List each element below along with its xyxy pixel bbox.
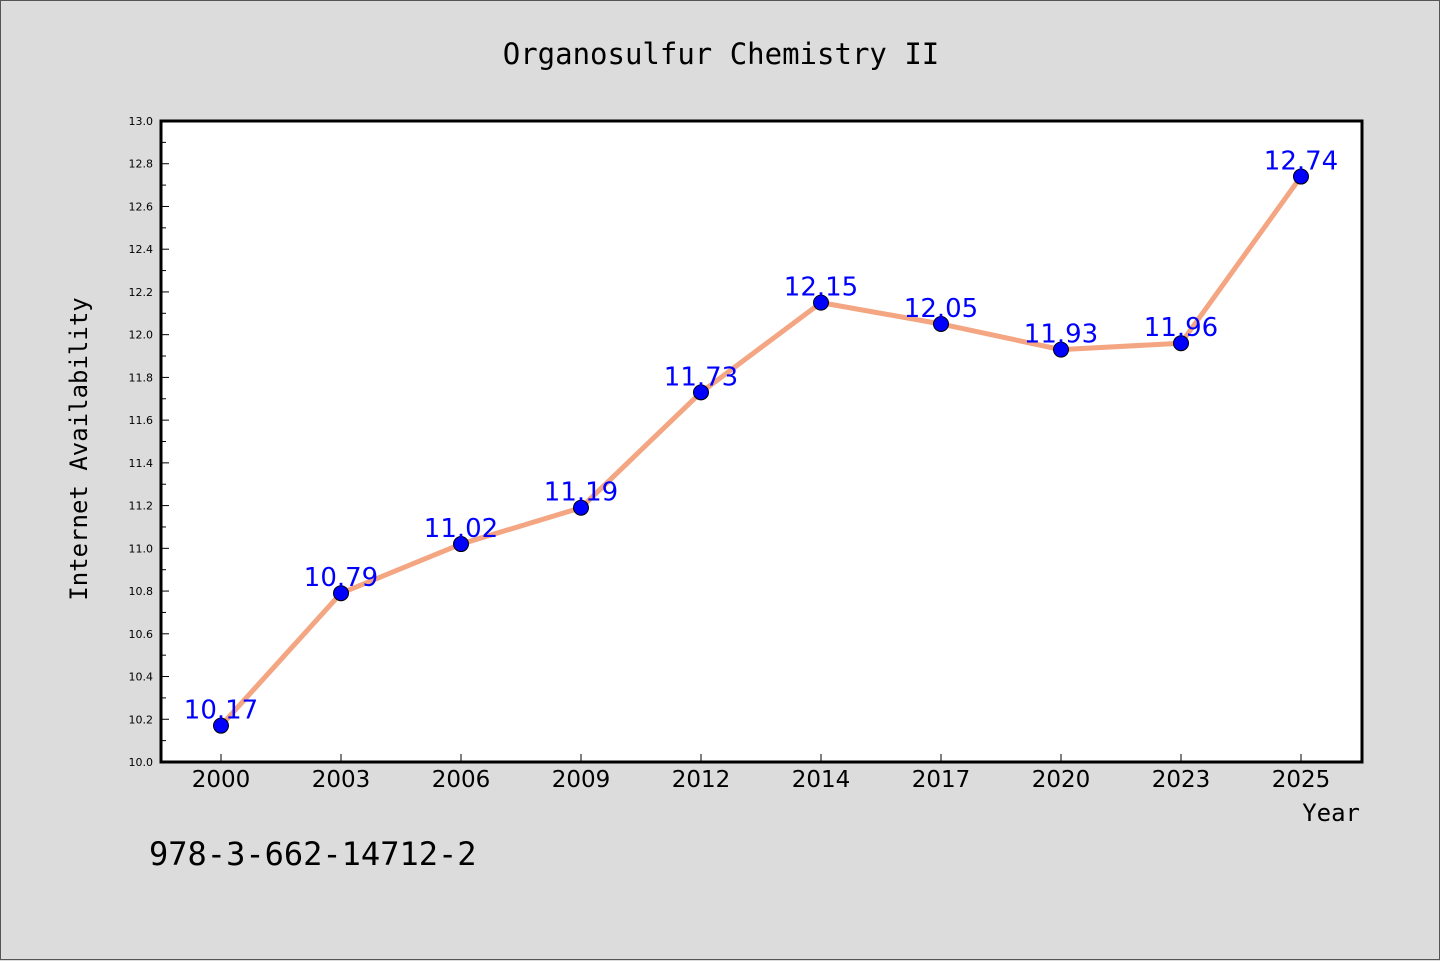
y-tick-label: 12.2 bbox=[129, 286, 154, 299]
y-tick-label: 10.8 bbox=[129, 585, 154, 598]
x-tick-label: 2023 bbox=[1152, 767, 1211, 793]
data-label: 11.96 bbox=[1144, 313, 1218, 343]
y-tick-label: 12.4 bbox=[129, 243, 154, 256]
data-label: 12.15 bbox=[784, 273, 858, 303]
data-point bbox=[333, 585, 349, 602]
data-point bbox=[1053, 341, 1069, 358]
y-tick-label: 11.4 bbox=[129, 457, 154, 470]
x-tick-label: 2025 bbox=[1272, 767, 1331, 793]
y-tick-label: 11.8 bbox=[129, 371, 154, 384]
y-tick-label: 11.2 bbox=[129, 500, 154, 513]
data-point bbox=[453, 536, 469, 553]
data-point bbox=[213, 717, 229, 734]
data-point bbox=[1173, 335, 1189, 352]
data-labels: 10.17 10.79 11.02 11.19 11.73 12.15 12.05 11.93… bbox=[184, 147, 1338, 726]
y-tick-label: 11.0 bbox=[129, 542, 154, 555]
data-label: 12.05 bbox=[904, 294, 978, 324]
data-point bbox=[1293, 168, 1309, 185]
data-label: 10.79 bbox=[304, 563, 378, 593]
x-tick-label: 2020 bbox=[1032, 767, 1091, 793]
x-tick-label: 2012 bbox=[672, 767, 731, 793]
y-tick-label: 10.2 bbox=[129, 713, 154, 726]
x-tick-label: 2014 bbox=[792, 767, 851, 793]
data-point bbox=[693, 384, 709, 401]
y-axis-label: Internet Availability bbox=[65, 297, 93, 600]
x-tick-label: 2009 bbox=[552, 767, 611, 793]
y-tick-label: 10.6 bbox=[129, 628, 154, 641]
y-tick-label: 12.8 bbox=[129, 158, 154, 171]
x-axis: 2000 2003 2006 2009 2012 2014 2017 2020 2023 2025 bbox=[192, 754, 1331, 793]
y-tick-label: 10.4 bbox=[129, 671, 154, 684]
data-label: 11.02 bbox=[424, 514, 498, 544]
data-markers bbox=[213, 168, 1309, 734]
series-line bbox=[218, 174, 1304, 729]
data-point bbox=[813, 294, 829, 311]
x-tick-label: 2017 bbox=[912, 767, 971, 793]
data-point bbox=[933, 315, 949, 332]
x-axis-label: Year bbox=[1302, 799, 1360, 827]
data-point bbox=[573, 499, 589, 516]
y-axis: 10.0 10.2 10.4 10.6 10.8 11.0 11.2 11.4 11.6 11.8… bbox=[129, 115, 169, 769]
y-tick-label: 12.6 bbox=[129, 200, 154, 213]
x-tick-label: 2000 bbox=[192, 767, 251, 793]
chart-title: Organosulfur Chemistry II bbox=[503, 37, 940, 71]
y-tick-label: 11.6 bbox=[129, 414, 154, 427]
y-tick-label: 13.0 bbox=[129, 115, 154, 128]
y-tick-label: 10.0 bbox=[129, 756, 154, 769]
data-label: 12.74 bbox=[1264, 147, 1338, 177]
y-tick-label: 12.0 bbox=[129, 329, 154, 342]
data-label: 11.73 bbox=[664, 362, 738, 392]
x-tick-label: 2003 bbox=[312, 767, 371, 793]
data-label: 11.19 bbox=[544, 478, 618, 508]
x-tick-label: 2006 bbox=[432, 767, 491, 793]
isbn-text: 978-3-662-14712-2 bbox=[149, 835, 477, 873]
data-label: 11.93 bbox=[1024, 320, 1098, 350]
plot-area bbox=[159, 119, 1364, 764]
data-label: 10.17 bbox=[184, 696, 258, 726]
series-line-group bbox=[218, 174, 1304, 729]
